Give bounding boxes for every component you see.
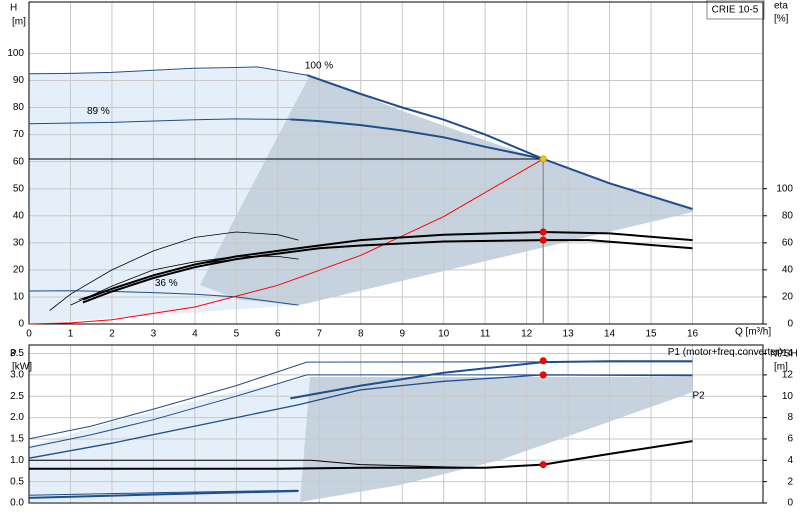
x-axis-label: Q [m³/h] [735,327,771,338]
y2-axis-unit: [%] [774,14,789,25]
curve [29,440,693,470]
curve [49,231,299,311]
y-tick-label: 10 [13,292,25,303]
chart-title: CRIE 10-5 [712,5,759,16]
x-tick-label: 3 [151,329,157,340]
range-light-lower [29,377,310,502]
curve [82,239,693,304]
y-tick-label: 100 [7,48,24,59]
x-tick-label: 9 [399,329,405,340]
y2-tick-label: 14 [782,348,794,359]
curve [28,490,299,499]
duty-point [539,461,547,469]
x-tick-label: 5 [234,329,240,340]
duty-point [539,236,547,244]
x-tick-label: 12 [521,329,533,340]
y2-tick-label: 0 [787,498,793,509]
y2-tick-label: 100 [776,183,793,194]
x-tick-label: 13 [563,329,575,340]
curve [28,374,693,459]
y-tick-label: 80 [13,102,25,113]
y2-tick-label: 12 [782,370,794,381]
x-tick-label: 15 [645,329,657,340]
y-tick-label: 40 [13,210,25,221]
curve [29,459,486,469]
y2-tick-label: 2 [787,476,793,487]
y-axis-unit: [kW] [12,362,32,373]
curve [28,118,291,125]
x-tick-label: 4 [192,329,198,340]
x-tick-label: 1 [68,329,74,340]
x-tick-label: 8 [358,329,364,340]
y-tick-label: 0 [18,319,24,330]
y-tick-label: 2.5 [10,391,24,402]
curve-label: 36 % [155,278,178,289]
curve [290,118,544,160]
y2-tick-label: 6 [787,434,793,445]
y2-tick-label: 4 [787,455,793,466]
y2-tick-label: 0 [787,319,793,330]
range-envelope-lower [300,377,693,502]
y2-tick-label: 80 [782,210,794,221]
y-tick-label: 0.5 [10,476,24,487]
x-tick-label: 7 [317,329,323,340]
y-axis-label: H [10,3,17,14]
y2-axis-label: NPSH [770,349,798,360]
title-box [706,0,765,20]
y2-tick-label: 60 [782,237,794,248]
curve [28,66,307,76]
curve [290,360,693,400]
plot-frame [28,1,764,325]
duty-point [539,155,547,163]
curve [78,250,299,300]
x-tick-label: 6 [275,329,281,340]
curve [28,158,544,325]
duty-point [539,228,547,236]
curve [306,74,693,210]
y2-tick-label: 10 [782,391,794,402]
y-tick-label: 20 [13,265,25,276]
y-axis-label: P [10,349,17,360]
y-tick-label: 3.0 [10,370,24,381]
curve [28,290,299,306]
y-tick-label: 1.5 [10,434,24,445]
curve-label: P2 [693,390,706,401]
x-tick-label: 16 [687,329,699,340]
curve [28,489,299,496]
y2-axis-label: eta [774,1,788,12]
y-tick-label: 1.0 [10,455,24,466]
x-tick-label: 0 [26,329,32,340]
curve-label: 89 % [87,106,110,117]
curve [70,255,299,306]
y2-tick-label: 40 [782,265,794,276]
y-axis-unit: [m] [12,17,26,28]
y-tick-label: 50 [13,183,25,194]
y-tick-label: 0.0 [10,498,24,509]
x-tick-label: 10 [438,329,450,340]
curve [28,361,693,440]
curve-label: P1 (motor+freq.converter) [668,347,783,358]
y-tick-label: 3.5 [10,348,24,359]
duty-point [539,371,547,379]
y-tick-label: 60 [13,156,25,167]
y-tick-label: 30 [13,237,25,248]
plot-frame [28,344,764,504]
y2-tick-label: 20 [782,292,794,303]
y-tick-label: 70 [13,129,25,140]
curve-label: 100 % [305,61,333,72]
y2-tick-label: 8 [787,412,793,423]
x-tick-label: 14 [604,329,616,340]
y2-axis-unit: [m] [774,362,788,373]
y-tick-label: 2.0 [10,412,24,423]
y-tick-label: 90 [13,75,25,86]
x-tick-label: 2 [109,329,115,340]
duty-point [539,357,547,365]
x-tick-label: 11 [480,329,491,340]
